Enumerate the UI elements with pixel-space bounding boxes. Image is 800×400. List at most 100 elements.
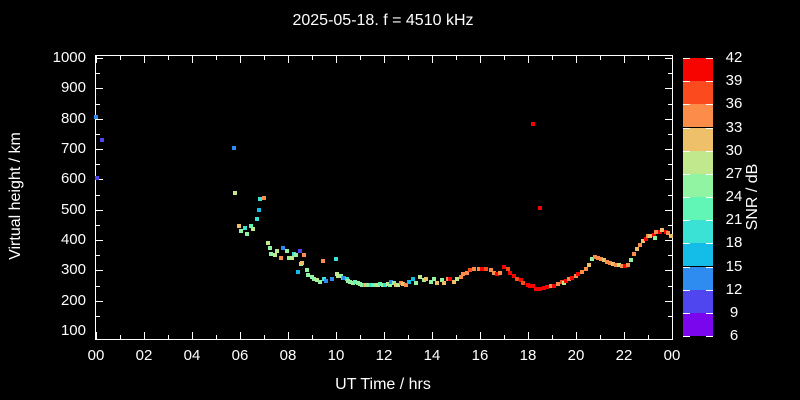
x-tick	[288, 56, 289, 63]
colorbar-boundary-tick	[683, 220, 690, 222]
colorbar-tick-label: 33	[725, 118, 743, 136]
data-point	[566, 276, 571, 281]
colorbar-tick-label: 30	[725, 141, 743, 159]
y-tick	[96, 301, 103, 302]
data-point	[589, 256, 594, 261]
data-point	[275, 248, 280, 253]
colorbar-boundary-tick	[683, 312, 690, 314]
colorbar-boundary-tick	[706, 150, 713, 152]
x-tick-label: 14	[423, 347, 441, 364]
data-point	[295, 269, 300, 274]
y-tick	[96, 210, 103, 211]
data-point	[530, 121, 535, 126]
y-tick	[96, 134, 100, 135]
colorbar-segment	[683, 173, 713, 197]
x-tick	[600, 335, 601, 339]
x-tick	[576, 332, 577, 339]
x-tick	[360, 335, 361, 339]
y-tick	[96, 195, 100, 196]
colorbar-boundary-tick	[683, 336, 690, 337]
x-tick	[192, 56, 193, 63]
x-tick	[144, 56, 145, 63]
x-tick	[576, 56, 577, 63]
x-tick-label: 06	[231, 347, 249, 364]
x-tick	[552, 335, 553, 339]
y-tick	[96, 316, 100, 317]
x-axis-label: UT Time / hrs	[335, 376, 431, 393]
data-point	[646, 234, 650, 239]
data-point	[318, 279, 323, 284]
y-tick	[665, 240, 672, 241]
colorbar-boundary-tick	[683, 289, 690, 291]
y-tick	[665, 179, 672, 180]
data-point	[322, 276, 326, 281]
colorbar-tick-label: 6	[729, 327, 739, 344]
data-point	[380, 282, 385, 287]
data-point	[617, 262, 622, 267]
x-tick	[480, 56, 481, 63]
data-point	[472, 267, 476, 272]
data-point	[653, 235, 658, 240]
data-point	[414, 280, 419, 285]
y-tick-label: 600	[60, 170, 86, 188]
colorbar-segment	[683, 104, 713, 128]
data-point	[502, 265, 506, 270]
data-point	[371, 282, 376, 287]
data-point	[641, 238, 646, 243]
data-point	[494, 272, 499, 277]
x-tick	[456, 335, 457, 339]
colorbar-boundary-tick	[683, 127, 690, 129]
colorbar-boundary-tick	[706, 312, 713, 314]
data-point	[383, 282, 388, 287]
colorbar-segment	[683, 81, 713, 105]
colorbar-segment	[683, 220, 713, 244]
x-tick	[672, 56, 673, 63]
y-tick	[96, 240, 103, 241]
x-tick	[120, 335, 121, 339]
y-tick	[96, 73, 100, 74]
data-point	[265, 241, 270, 245]
y-tick	[96, 164, 100, 165]
x-tick	[672, 332, 673, 339]
data-point	[576, 272, 581, 276]
data-point	[611, 261, 616, 266]
data-point	[541, 285, 546, 290]
data-point	[236, 224, 241, 229]
colorbar-boundary-tick	[706, 173, 713, 175]
data-point	[625, 262, 630, 267]
data-point	[518, 278, 523, 283]
data-point	[378, 282, 383, 286]
data-point	[272, 253, 277, 258]
data-point	[391, 281, 396, 286]
x-tick	[192, 332, 193, 339]
data-point	[353, 279, 358, 284]
data-point	[580, 269, 584, 274]
x-tick	[480, 332, 481, 339]
data-point	[364, 282, 368, 287]
x-tick	[96, 332, 97, 339]
data-point	[334, 257, 338, 262]
colorbar-tick-label: 39	[725, 72, 743, 90]
data-point	[631, 251, 636, 256]
data-point	[484, 267, 488, 272]
y-tick	[96, 88, 103, 89]
data-point	[360, 282, 365, 287]
y-tick	[668, 195, 672, 196]
data-point	[652, 232, 656, 237]
data-point	[666, 231, 671, 236]
data-point	[338, 274, 343, 279]
colorbar-segment	[683, 197, 713, 221]
colorbar-segment	[683, 243, 713, 267]
colorbar-boundary-tick	[683, 58, 690, 59]
data-point	[312, 276, 317, 281]
x-tick	[240, 332, 241, 339]
data-point	[284, 248, 289, 253]
data-point	[242, 225, 247, 230]
data-point	[248, 224, 253, 229]
data-point	[289, 256, 294, 261]
colorbar-boundary-tick	[683, 150, 690, 152]
y-tick	[665, 301, 672, 302]
x-tick	[264, 56, 265, 60]
data-point	[613, 262, 618, 267]
y-tick	[96, 104, 100, 105]
